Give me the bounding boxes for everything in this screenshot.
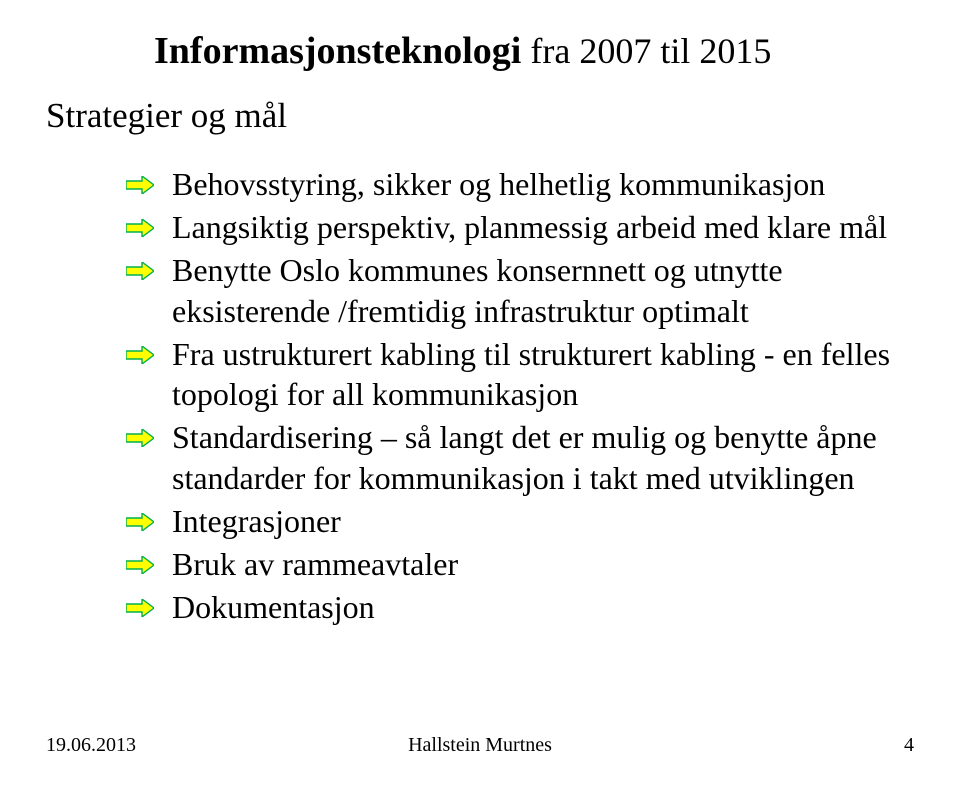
bullet-item: Langsiktig perspektiv, planmessig arbeid… [126,207,914,248]
arrow-icon [126,262,154,280]
slide-title: Informasjonsteknologi fra 2007 til 2015 [154,30,914,74]
bullet-item: Standardisering – så langt det er mulig … [126,417,914,499]
footer-date: 19.06.2013 [46,734,136,757]
arrow-icon [126,219,154,237]
bullet-text: Benytte Oslo kommunes konsernnett og utn… [172,250,914,332]
bullet-list: Behovsstyring, sikker og helhetlig kommu… [126,164,914,628]
slide-footer: 19.06.2013 Hallstein Murtnes 4 [46,734,914,757]
footer-author: Hallstein Murtnes [408,734,552,757]
bullet-text: Langsiktig perspektiv, planmessig arbeid… [172,207,887,248]
footer-page: 4 [904,734,914,757]
bullet-item: Bruk av rammeavtaler [126,544,914,585]
arrow-icon [126,513,154,531]
arrow-icon [126,599,154,617]
slide-subtitle: Strategier og mål [46,96,914,136]
bullet-item: Benytte Oslo kommunes konsernnett og utn… [126,250,914,332]
bullet-text: Dokumentasjon [172,587,375,628]
title-main: Informasjonsteknologi [154,30,521,72]
bullet-text: Behovsstyring, sikker og helhetlig kommu… [172,164,825,205]
bullet-item: Fra ustrukturert kabling til strukturert… [126,334,914,416]
bullet-text: Standardisering – så langt det er mulig … [172,417,914,499]
arrow-icon [126,429,154,447]
arrow-icon [126,556,154,574]
bullet-item: Integrasjoner [126,501,914,542]
bullet-text: Integrasjoner [172,501,341,542]
bullet-item: Dokumentasjon [126,587,914,628]
arrow-icon [126,346,154,364]
bullet-item: Behovsstyring, sikker og helhetlig kommu… [126,164,914,205]
title-sub: fra 2007 til 2015 [521,31,771,71]
bullet-text: Fra ustrukturert kabling til strukturert… [172,334,914,416]
arrow-icon [126,176,154,194]
bullet-text: Bruk av rammeavtaler [172,544,458,585]
